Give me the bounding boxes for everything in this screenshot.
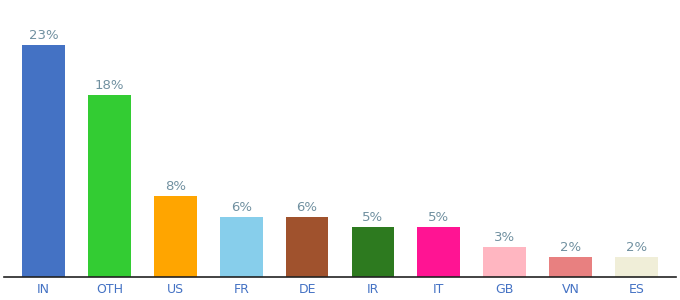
Text: 23%: 23% (29, 28, 58, 42)
Text: 8%: 8% (165, 180, 186, 193)
Bar (22, 45, 65, 277)
Bar (418, 227, 460, 277)
Bar (88, 95, 131, 277)
Bar (154, 196, 197, 277)
Text: 5%: 5% (428, 211, 449, 224)
Text: 6%: 6% (296, 201, 318, 214)
Text: 6%: 6% (231, 201, 252, 214)
Text: 2%: 2% (626, 241, 647, 254)
Bar (483, 247, 526, 277)
Text: 18%: 18% (95, 79, 124, 92)
Bar (549, 257, 592, 277)
Bar (615, 257, 658, 277)
Bar (352, 227, 394, 277)
Bar (286, 217, 328, 277)
Text: 2%: 2% (560, 241, 581, 254)
Text: 5%: 5% (362, 211, 384, 224)
Bar (220, 217, 262, 277)
Text: 3%: 3% (494, 231, 515, 244)
